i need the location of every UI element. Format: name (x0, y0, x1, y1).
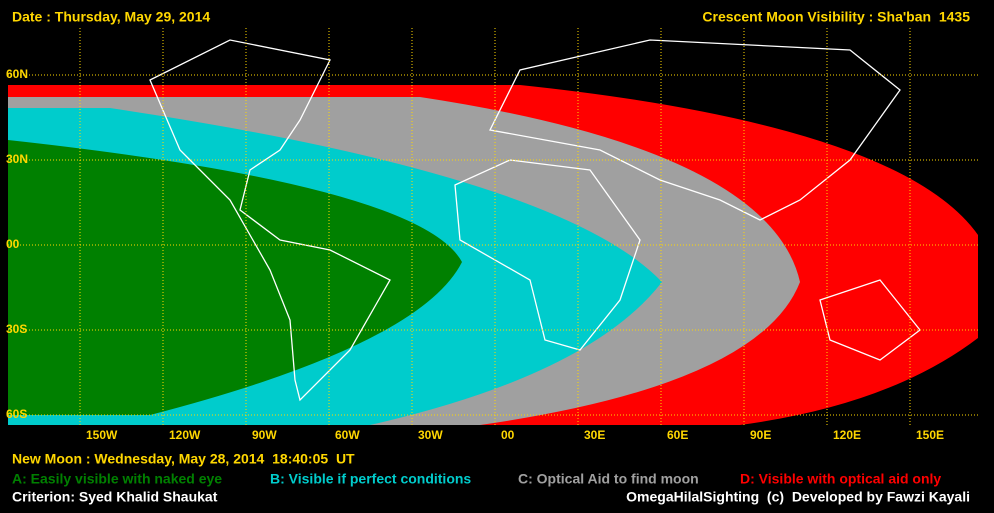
legend-item: A: Easily visible with naked eye (12, 471, 222, 487)
lon-label: 90W (252, 428, 277, 442)
lon-label: 150E (916, 428, 944, 442)
zone-a (8, 140, 462, 415)
eurasia (489, 39, 901, 221)
legend-item: C: Optical Aid to find moon (518, 471, 699, 487)
lat-label: 60N (6, 67, 28, 81)
new-moon: New Moon : Wednesday, May 28, 2014 18:40… (12, 451, 355, 467)
australia (819, 279, 921, 361)
lat-label: 60S (6, 407, 27, 421)
lon-label: 30W (418, 428, 443, 442)
lon-label: 90E (750, 428, 771, 442)
lon-label: 150W (86, 428, 118, 442)
zones (8, 85, 978, 425)
criterion: Criterion: Syed Khalid Shaukat (12, 489, 218, 505)
lon-label: 60W (335, 428, 360, 442)
lon-label: 120W (169, 428, 201, 442)
title: Crescent Moon Visibility : Sha'ban 1435 (702, 9, 970, 25)
date: Date : Thursday, May 29, 2014 (12, 9, 210, 25)
lon-label: 120E (833, 428, 861, 442)
credit: OmegaHilalSighting (c) Developed by Fawz… (626, 489, 970, 505)
lon-label: 60E (667, 428, 688, 442)
lon-label: 30E (584, 428, 605, 442)
legend-item: D: Visible with optical aid only (740, 471, 941, 487)
lat-label: 00 (6, 237, 20, 251)
graticule: 60N 30N 00 30S 60S 150W 120W 90W 60W 30W 00 30E 60E 9… (6, 28, 978, 442)
legend-item: B: Visible if perfect conditions (270, 471, 471, 487)
lat-label: 30S (6, 322, 27, 336)
americas (149, 39, 391, 402)
lat-label: 30N (6, 152, 28, 166)
lon-label: 00 (501, 428, 515, 442)
